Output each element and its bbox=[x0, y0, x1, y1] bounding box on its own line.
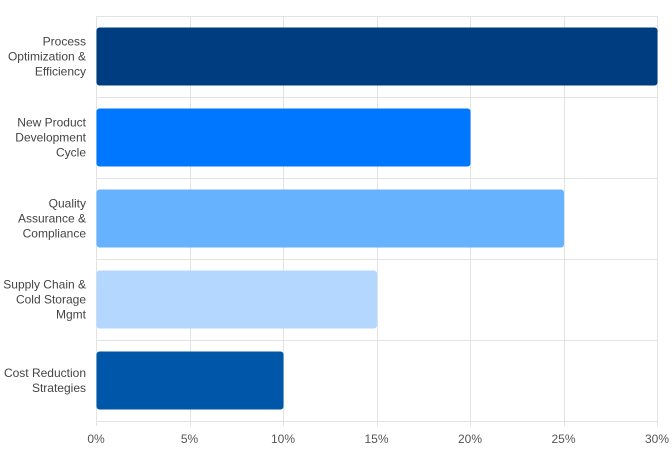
bars-group bbox=[96, 27, 658, 410]
category-label-line: Development bbox=[15, 131, 86, 145]
category-label-line: Strategies bbox=[32, 381, 86, 395]
bar[interactable] bbox=[96, 108, 471, 167]
x-tick-label: 0% bbox=[87, 432, 105, 446]
x-tick-label: 15% bbox=[364, 432, 388, 446]
category-label-line: Compliance bbox=[23, 227, 87, 241]
category-label-line: Efficiency bbox=[35, 65, 86, 79]
category-label-line: Assurance & bbox=[18, 212, 86, 226]
category-label-line: Quality bbox=[49, 197, 86, 211]
x-tick-label: 10% bbox=[271, 432, 295, 446]
category-label: Process Optimization & Efficiency bbox=[8, 35, 86, 79]
category-label-line: Supply Chain & bbox=[3, 278, 86, 292]
category-label-line: New Product bbox=[17, 116, 86, 130]
category-labels: Process Optimization & Efficiency New Produ… bbox=[3, 35, 86, 396]
category-label: Quality Assurance & Compliance bbox=[18, 197, 86, 241]
category-label-line: Cost Reduction bbox=[4, 366, 86, 380]
bar[interactable] bbox=[96, 270, 378, 329]
category-label-line: Process bbox=[43, 35, 86, 49]
category-label-line: Cold Storage bbox=[16, 293, 86, 307]
category-label: Cost Reduction Strategies bbox=[4, 366, 86, 395]
x-tick-label: 20% bbox=[458, 432, 482, 446]
bar[interactable] bbox=[96, 189, 565, 248]
category-label-line: Optimization & bbox=[8, 50, 86, 64]
category-label: New Product Development Cycle bbox=[15, 116, 86, 160]
x-tick-label: 5% bbox=[181, 432, 199, 446]
category-label: Supply Chain & Cold Storage Mgmt bbox=[3, 278, 86, 322]
category-label-line: Mgmt bbox=[56, 308, 87, 322]
category-label-line: Cycle bbox=[56, 146, 86, 160]
bar[interactable] bbox=[96, 27, 658, 86]
x-tick-label: 30% bbox=[645, 432, 669, 446]
x-axis-ticks: 0% 5% 10% 15% 20% 25% 30% bbox=[87, 432, 669, 446]
bar[interactable] bbox=[96, 351, 284, 410]
x-tick-label: 25% bbox=[551, 432, 575, 446]
